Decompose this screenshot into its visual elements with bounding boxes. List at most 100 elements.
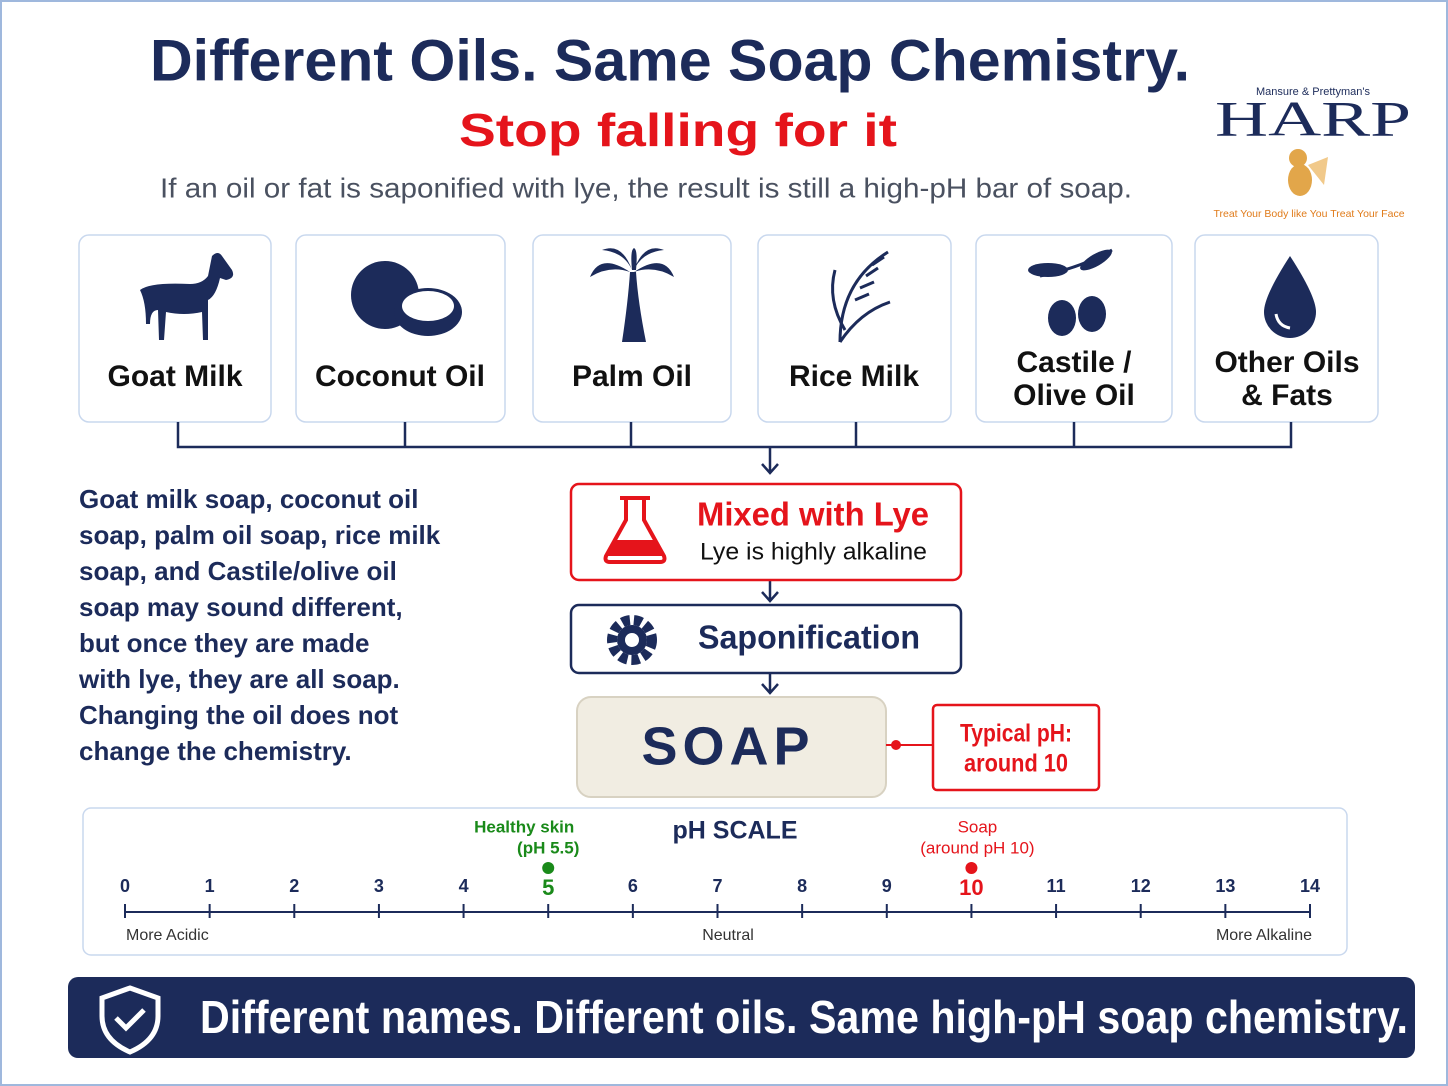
gear-icon xyxy=(607,615,657,665)
olive-icon-part xyxy=(1080,249,1112,271)
logo-brand: HARP xyxy=(1215,90,1411,146)
body-line: but once they are made xyxy=(79,628,369,658)
coconut-icon-part xyxy=(402,291,454,321)
oil-label: Olive Oil xyxy=(1013,379,1135,412)
callout-text: around 10 xyxy=(964,750,1068,778)
ph-tick-label: 10 xyxy=(959,875,983,900)
logo: Mansure & Prettyman's HARP Treat Your Bo… xyxy=(1213,86,1411,220)
logo-cherub-part xyxy=(1308,157,1328,185)
callout-box xyxy=(931,703,1101,792)
drop-icon-part xyxy=(1274,313,1291,330)
oil-card xyxy=(295,234,506,423)
connector xyxy=(176,422,1293,695)
oil-row: Goat Milk Coconut Oil Palm Oil Rice Milk Cas… xyxy=(78,234,1379,423)
ph-marker xyxy=(965,862,978,874)
ph-title: pH SCALE xyxy=(673,817,798,845)
callout-dot xyxy=(891,740,901,750)
ph-marker xyxy=(542,862,555,874)
body-line: Goat milk soap, coconut oil xyxy=(79,484,419,514)
oil-label: Palm Oil xyxy=(572,360,692,393)
oil-label: Other Oils xyxy=(1214,346,1359,379)
rice-icon-part xyxy=(831,269,847,331)
flask-icon-part xyxy=(606,540,664,556)
drop-icon xyxy=(1264,256,1316,338)
step-title: Saponification xyxy=(698,619,920,656)
goat-icon xyxy=(140,253,234,340)
ph-tick-label: 6 xyxy=(628,876,638,896)
body-line: soap may sound different, xyxy=(79,592,403,622)
footer-banner xyxy=(68,977,1415,1058)
body-text: Goat milk soap, coconut oil soap, palm oi… xyxy=(78,484,441,766)
ph-marker-label: (around pH 10) xyxy=(920,838,1034,857)
connector-part xyxy=(176,422,1293,475)
body-line: soap, palm oil soap, rice milk xyxy=(79,520,441,550)
body-line: Changing the oil does not xyxy=(79,700,399,730)
oil-label: Castile / xyxy=(1016,346,1132,379)
rice-icon-part xyxy=(838,250,889,343)
ph-tick-label: 1 xyxy=(205,876,215,896)
coconut-icon xyxy=(351,261,462,336)
logo-maker: Mansure & Prettyman's xyxy=(1256,86,1370,98)
body-line: change the chemistry. xyxy=(79,736,352,766)
ph-end-label: More Alkaline xyxy=(1216,927,1312,944)
olive-icon-part xyxy=(1048,300,1076,336)
shield-icon-part xyxy=(99,985,161,1055)
logo-tagline: Treat Your Body like You Treat Your Face xyxy=(1213,208,1404,220)
oil-label: & Fats xyxy=(1241,379,1333,412)
step-title: Mixed with Lye xyxy=(697,496,929,533)
subtitle: Stop falling for it xyxy=(459,104,897,156)
rice-icon-part xyxy=(838,300,891,343)
logo-cherub-part xyxy=(1289,149,1307,167)
oil-label: Coconut Oil xyxy=(315,360,485,393)
body-line: soap, and Castile/olive oil xyxy=(79,556,397,586)
goat-icon-part xyxy=(140,253,234,340)
footer-text: Different names. Different oils. Same hi… xyxy=(200,991,1408,1043)
connector-part xyxy=(761,580,779,695)
logo-cherub-part xyxy=(1288,164,1312,196)
ph-marker-label: Soap xyxy=(958,817,998,836)
body-line: with lye, they are all soap. xyxy=(78,664,400,694)
gear-icon-part xyxy=(607,615,657,665)
oil-label: Goat Milk xyxy=(107,360,242,393)
soap-bar xyxy=(576,696,887,798)
ph-tick-label: 12 xyxy=(1131,876,1151,896)
intro: If an oil or fat is saponified with lye,… xyxy=(160,172,1132,203)
ph-tick-label: 14 xyxy=(1300,876,1320,896)
palm-icon-part xyxy=(622,272,646,342)
ph-panel xyxy=(82,807,1348,956)
ph-tick-label: 9 xyxy=(882,876,892,896)
flask-icon xyxy=(603,496,667,564)
title: Different Oils. Same Soap Chemistry. xyxy=(150,28,1190,93)
gear-icon-part xyxy=(625,633,639,647)
ph-end-label: More Acidic xyxy=(126,927,209,944)
ph-marker-label: Healthy skin xyxy=(474,817,574,836)
oil-label: Rice Milk xyxy=(789,360,919,393)
ph-tick-label: 4 xyxy=(459,876,469,896)
flask-icon-part xyxy=(603,498,667,564)
ph-tick-label: 13 xyxy=(1215,876,1235,896)
ph-mid-label: Neutral xyxy=(702,927,754,944)
callout-text: Typical pH: xyxy=(960,720,1072,748)
ph-tick-label: 7 xyxy=(712,876,722,896)
step-subtitle: Lye is highly alkaline xyxy=(700,538,927,565)
ph-marker-label: (pH 5.5) xyxy=(517,838,579,857)
ph-tick-label: 8 xyxy=(797,876,807,896)
soap-label: SOAP xyxy=(641,716,814,776)
logo-cherub xyxy=(1288,149,1328,196)
ph-tick-label: 5 xyxy=(542,875,554,900)
shield-icon-part xyxy=(114,1008,146,1032)
step-box xyxy=(569,603,963,675)
rice-icon-part xyxy=(854,255,885,302)
olive-icon xyxy=(1028,248,1113,336)
step-box xyxy=(569,482,963,582)
ph-tick-label: 11 xyxy=(1047,876,1066,896)
ph-tick-label: 3 xyxy=(374,876,384,896)
palm-icon xyxy=(590,248,674,342)
ph-tick-label: 2 xyxy=(289,876,299,896)
palm-icon-part xyxy=(590,248,674,277)
rice-icon xyxy=(831,250,891,343)
olive-icon-part xyxy=(1078,296,1106,332)
ph-tick-label: 0 xyxy=(120,876,130,896)
